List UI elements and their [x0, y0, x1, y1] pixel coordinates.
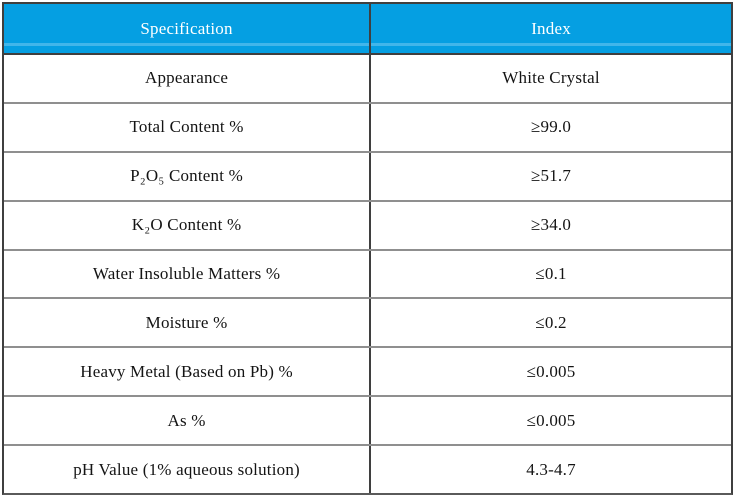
- spec-cell: P₂O₅ Content %: [4, 152, 372, 200]
- index-cell: ≥51.7: [531, 166, 572, 186]
- spec-cell: Appearance: [4, 55, 372, 102]
- index-cell: 4.3-4.7: [526, 459, 576, 479]
- table-row-ph-value: pH Value (1% aqueous solution) 4.3-4.7: [4, 444, 731, 494]
- spec-cell: Water Insoluble Matters %: [4, 250, 372, 298]
- spec-cell: Moisture %: [4, 299, 372, 347]
- table-row-k2o-content: K₂O Content % ≥34.0: [4, 199, 731, 249]
- index-cell: ≤0.005: [526, 361, 576, 381]
- index-cell: ≤0.2: [535, 312, 567, 332]
- spec-cell: Total Content %: [4, 103, 372, 151]
- spec-cell: As %: [4, 397, 372, 445]
- index-cell: White Crystal: [502, 68, 600, 88]
- index-cell: ≤0.005: [526, 410, 576, 430]
- table-row-p2o5-content: P₂O₅ Content % ≥51.7: [4, 150, 731, 200]
- spec-cell: pH Value (1% aqueous solution): [4, 446, 372, 494]
- table-header-row: Specification Index: [4, 4, 731, 55]
- specification-table: Specification Index Appearance White Cry…: [2, 2, 733, 495]
- table-row-total-content: Total Content % ≥99.0: [4, 101, 731, 151]
- spec-cell: K₂O Content %: [4, 201, 372, 249]
- table-row-heavy-metal: Heavy Metal (Based on Pb) % ≤0.005: [4, 346, 731, 396]
- table-row-moisture: Moisture % ≤0.2: [4, 297, 731, 347]
- column-header-index: Index: [531, 18, 571, 38]
- index-cell: ≥34.0: [531, 215, 572, 235]
- column-header-specification: Specification: [4, 4, 372, 53]
- index-cell: ≤0.1: [535, 264, 567, 283]
- table-row-water-insoluble: Water Insoluble Matters % ≤0.1: [4, 248, 731, 298]
- table-row-appearance: Appearance White Crystal: [4, 55, 731, 102]
- spec-cell: Heavy Metal (Based on Pb) %: [4, 348, 372, 396]
- table-row-as: As % ≤0.005: [4, 395, 731, 445]
- index-cell: ≥99.0: [531, 117, 572, 137]
